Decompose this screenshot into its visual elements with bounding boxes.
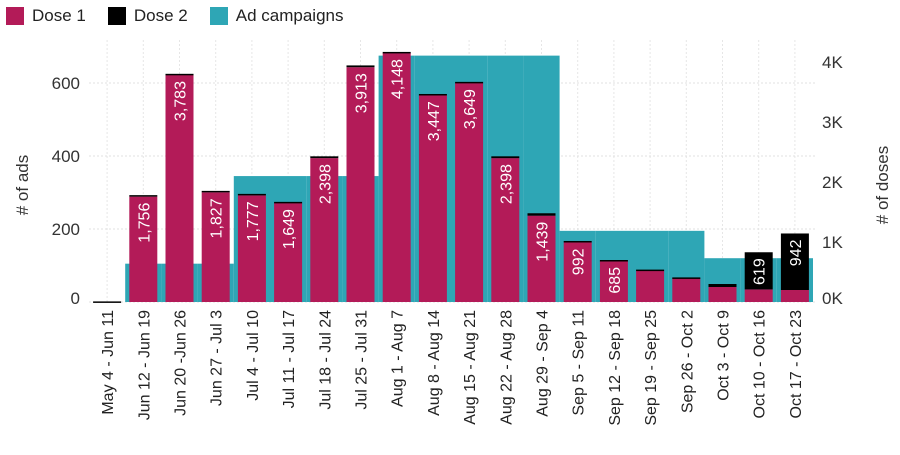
- data-label: 3,913: [354, 73, 371, 113]
- dose2-bar: [237, 193, 266, 196]
- x-tick-label: Jul 4 - Jul 10: [245, 310, 262, 401]
- dose1-bar: [780, 290, 809, 302]
- y-axis-label-right: # of doses: [873, 146, 892, 224]
- x-tick-label: Jul 25 - Jul 31: [354, 310, 371, 410]
- dose1-bar: [418, 95, 447, 303]
- dose2-bar: [672, 277, 701, 279]
- dose2-bar: [744, 252, 773, 290]
- dose2-bar: [129, 195, 158, 197]
- x-tick-label: Aug 15 - Aug 21: [462, 310, 479, 425]
- legend-label: Ad campaigns: [235, 6, 344, 25]
- dose2-bar: [708, 284, 737, 287]
- y-tick-left: 0: [71, 289, 80, 308]
- dose1-bar: [310, 158, 339, 302]
- dose2-bar: [346, 65, 375, 68]
- dose1-bar: [201, 192, 230, 302]
- data-label: 2,398: [498, 164, 515, 204]
- dose1-bar: [346, 67, 375, 302]
- dose2-bar: [310, 156, 339, 159]
- dose1-bar: [672, 278, 701, 302]
- dose1-bar: [274, 203, 303, 302]
- data-label: 1,649: [281, 209, 298, 249]
- dose2-bar: [165, 73, 194, 76]
- y-tick-left: 200: [52, 220, 80, 239]
- dose1-bar: [599, 260, 628, 302]
- y-tick-right: 3K: [822, 113, 843, 132]
- legend-swatch: [107, 7, 126, 25]
- dose2-bar: [455, 81, 484, 84]
- x-tick-label: Jun 27 - Jul 3: [209, 310, 226, 406]
- dose1-bar: [165, 75, 194, 303]
- data-label: 1,827: [209, 198, 226, 238]
- dose2-bar: [382, 51, 411, 54]
- legend-item-dose1[interactable]: Dose 1: [6, 6, 86, 26]
- x-tick-label: Jun 20 -Jun 26: [173, 310, 190, 416]
- dose1-bar: [708, 287, 737, 302]
- y-tick-right: 1K: [822, 233, 843, 252]
- dose1-bar: [237, 195, 266, 302]
- y-tick-right: 2K: [822, 173, 843, 192]
- legend: Dose 1 Dose 2 Ad campaigns: [6, 6, 343, 26]
- dose1-bar: [129, 196, 158, 302]
- dose2-bar: [780, 233, 809, 290]
- data-label: 942: [788, 239, 805, 266]
- y-tick-left: 600: [52, 74, 80, 93]
- dose2-bar: [636, 269, 665, 272]
- data-label: 3,783: [173, 81, 190, 121]
- x-tick-label: Aug 8 - Aug 14: [426, 310, 443, 416]
- y-tick-left: 400: [52, 147, 80, 166]
- data-label: 1,756: [136, 203, 153, 243]
- dose1-bar: [491, 158, 520, 302]
- data-label: 4,148: [390, 59, 407, 99]
- dose1-bar: [527, 215, 556, 302]
- x-tick-label: Jul 11 - Jul 17: [281, 310, 298, 409]
- legend-item-ad-campaigns[interactable]: Ad campaigns: [209, 6, 344, 26]
- dose1-bar: [382, 53, 411, 303]
- dose2-bar: [563, 240, 592, 243]
- y-axis-label-left: # of ads: [13, 155, 32, 216]
- dose2-bar: [93, 301, 122, 303]
- dose2-bar: [527, 213, 556, 216]
- x-tick-label: Aug 29 - Sep 4: [535, 310, 552, 417]
- x-tick-label: Oct 17 - Oct 23: [788, 310, 805, 419]
- data-label: 3,447: [426, 101, 443, 141]
- x-tick-label: Oct 3 - Oct 9: [716, 310, 733, 401]
- x-tick-label: Aug 1 - Aug 7: [390, 310, 407, 407]
- data-label: 1,777: [245, 201, 262, 241]
- dose1-bar: [744, 289, 773, 302]
- data-label: 2,398: [317, 164, 334, 204]
- dose1-bar: [563, 242, 592, 302]
- data-label: 1,439: [535, 222, 552, 262]
- dose2-bar: [491, 156, 520, 159]
- legend-label: Dose 2: [133, 6, 188, 25]
- x-tick-label: May 4 - Jun 11: [100, 310, 117, 415]
- x-tick-label: Sep 26 - Oct 2: [679, 310, 696, 413]
- dose2-bar: [201, 190, 230, 193]
- data-label: 3,649: [462, 89, 479, 129]
- x-tick-label: Aug 22 - Aug 28: [498, 310, 515, 425]
- y-tick-right: 0K: [822, 289, 843, 308]
- dose2-bar: [599, 260, 628, 262]
- dose2-bar: [418, 93, 447, 96]
- data-label: 992: [571, 248, 588, 275]
- legend-swatch: [6, 7, 24, 25]
- legend-label: Dose 1: [32, 6, 86, 25]
- y-tick-right: 4K: [822, 53, 843, 72]
- x-tick-label: Sep 12 - Sep 18: [607, 310, 624, 426]
- legend-item-dose2[interactable]: Dose 2: [107, 6, 188, 26]
- data-label: 619: [752, 258, 769, 285]
- data-label: 685: [607, 267, 624, 294]
- dose1-bar: [636, 270, 665, 302]
- x-tick-label: Sep 19 - Sep 25: [643, 310, 660, 426]
- x-tick-label: Sep 5 - Sep 11: [571, 310, 588, 416]
- x-tick-label: Jul 18 - Jul 24: [317, 310, 334, 410]
- legend-swatch: [209, 7, 228, 25]
- x-tick-label: Jun 12 - Jun 19: [136, 310, 153, 420]
- dose2-bar: [274, 201, 303, 204]
- x-tick-label: Oct 10 - Oct 16: [752, 310, 769, 419]
- dose1-bar: [455, 83, 484, 302]
